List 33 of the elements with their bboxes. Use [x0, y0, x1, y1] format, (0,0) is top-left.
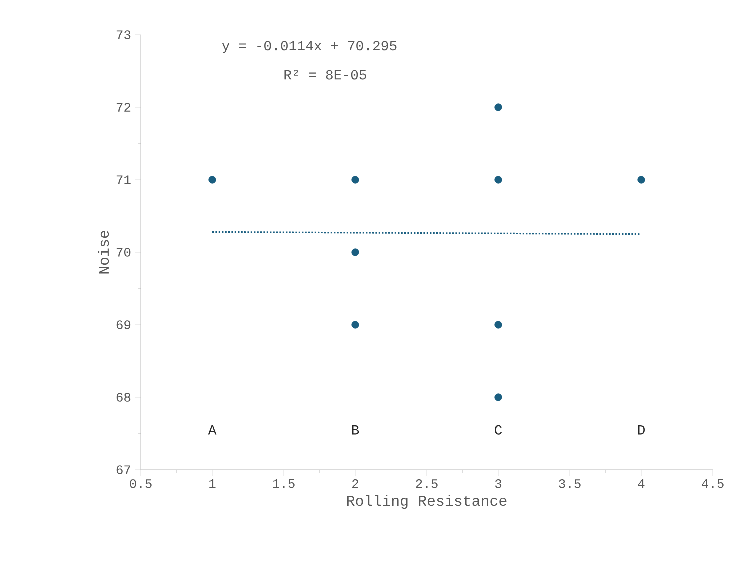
x-tick-label: 2	[352, 480, 358, 488]
annotation: B	[352, 426, 360, 435]
x-tick-label: 4.5	[702, 480, 724, 488]
x-axis-title: Rolling Resistance	[347, 495, 507, 510]
x-tick-label: 1.5	[273, 480, 295, 488]
annotation: R² = 8E-05	[284, 70, 366, 80]
y-tick-label: 68	[116, 393, 131, 402]
point	[208, 176, 216, 184]
y-tick-label: 72	[116, 103, 131, 112]
x-tick-label: 0.5	[130, 480, 152, 488]
x-tick-label: 4	[638, 480, 645, 488]
y-tick-label: 67	[116, 466, 130, 474]
annotation: D	[638, 426, 645, 435]
annotation: y = -0.0114x + 70.295	[222, 41, 397, 54]
point	[494, 176, 502, 184]
y-axis-title: Noise	[98, 231, 110, 274]
x-tick-label: 3.5	[559, 480, 581, 488]
y-tick-label: 71	[116, 176, 131, 184]
annotation: C	[495, 425, 502, 435]
point	[638, 176, 646, 184]
point	[494, 321, 502, 329]
point	[352, 248, 360, 256]
y-tick-label: 69	[116, 320, 131, 330]
point	[494, 104, 502, 112]
point	[494, 394, 502, 402]
y-tick-label: 70	[116, 248, 131, 257]
point	[352, 176, 360, 184]
point	[352, 321, 360, 329]
x-tick-label: 3	[495, 480, 502, 488]
x-tick-label: 2.5	[416, 480, 438, 488]
annotation: A	[208, 426, 217, 435]
y-tick-label: 73	[116, 30, 131, 40]
x-tick-label: 1	[210, 480, 216, 488]
